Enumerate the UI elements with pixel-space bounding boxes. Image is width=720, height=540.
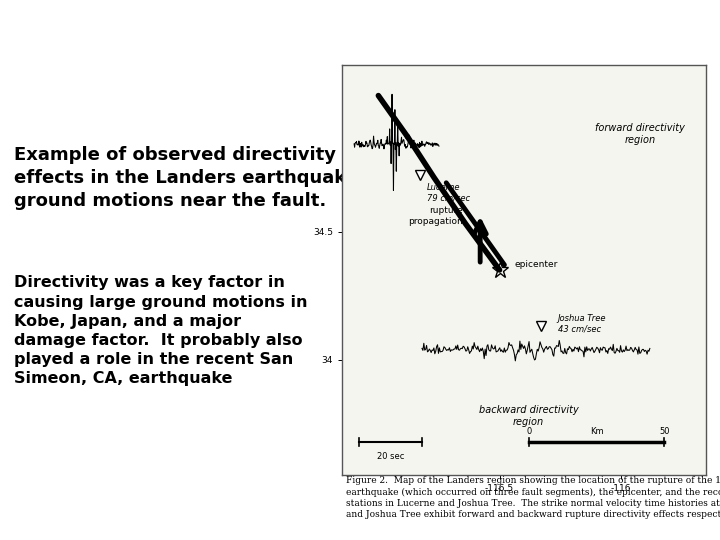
- Text: epicenter: epicenter: [514, 260, 557, 269]
- Text: Directivity was a key factor in
causing large ground motions in
Kobe, Japan, and: Directivity was a key factor in causing …: [14, 275, 307, 387]
- Text: Lucerne
79 cm/sec: Lucerne 79 cm/sec: [427, 183, 470, 202]
- Text: 0: 0: [526, 427, 531, 436]
- Text: Km: Km: [590, 427, 603, 436]
- Text: backward directivity
region: backward directivity region: [479, 406, 579, 427]
- Text: forward directivity
region: forward directivity region: [595, 123, 685, 145]
- Text: Figure 2.  Map of the Landers region showing the location of the rupture of the : Figure 2. Map of the Landers region show…: [346, 476, 720, 519]
- Text: rupture
propagation: rupture propagation: [408, 206, 463, 226]
- Text: 20 sec: 20 sec: [377, 452, 404, 461]
- Text: 50: 50: [659, 427, 670, 436]
- Text: Joshua Tree
43 cm/sec: Joshua Tree 43 cm/sec: [558, 314, 606, 334]
- Text: Example of observed directivity
effects in the Landers earthquake
ground motions: Example of observed directivity effects …: [14, 146, 358, 210]
